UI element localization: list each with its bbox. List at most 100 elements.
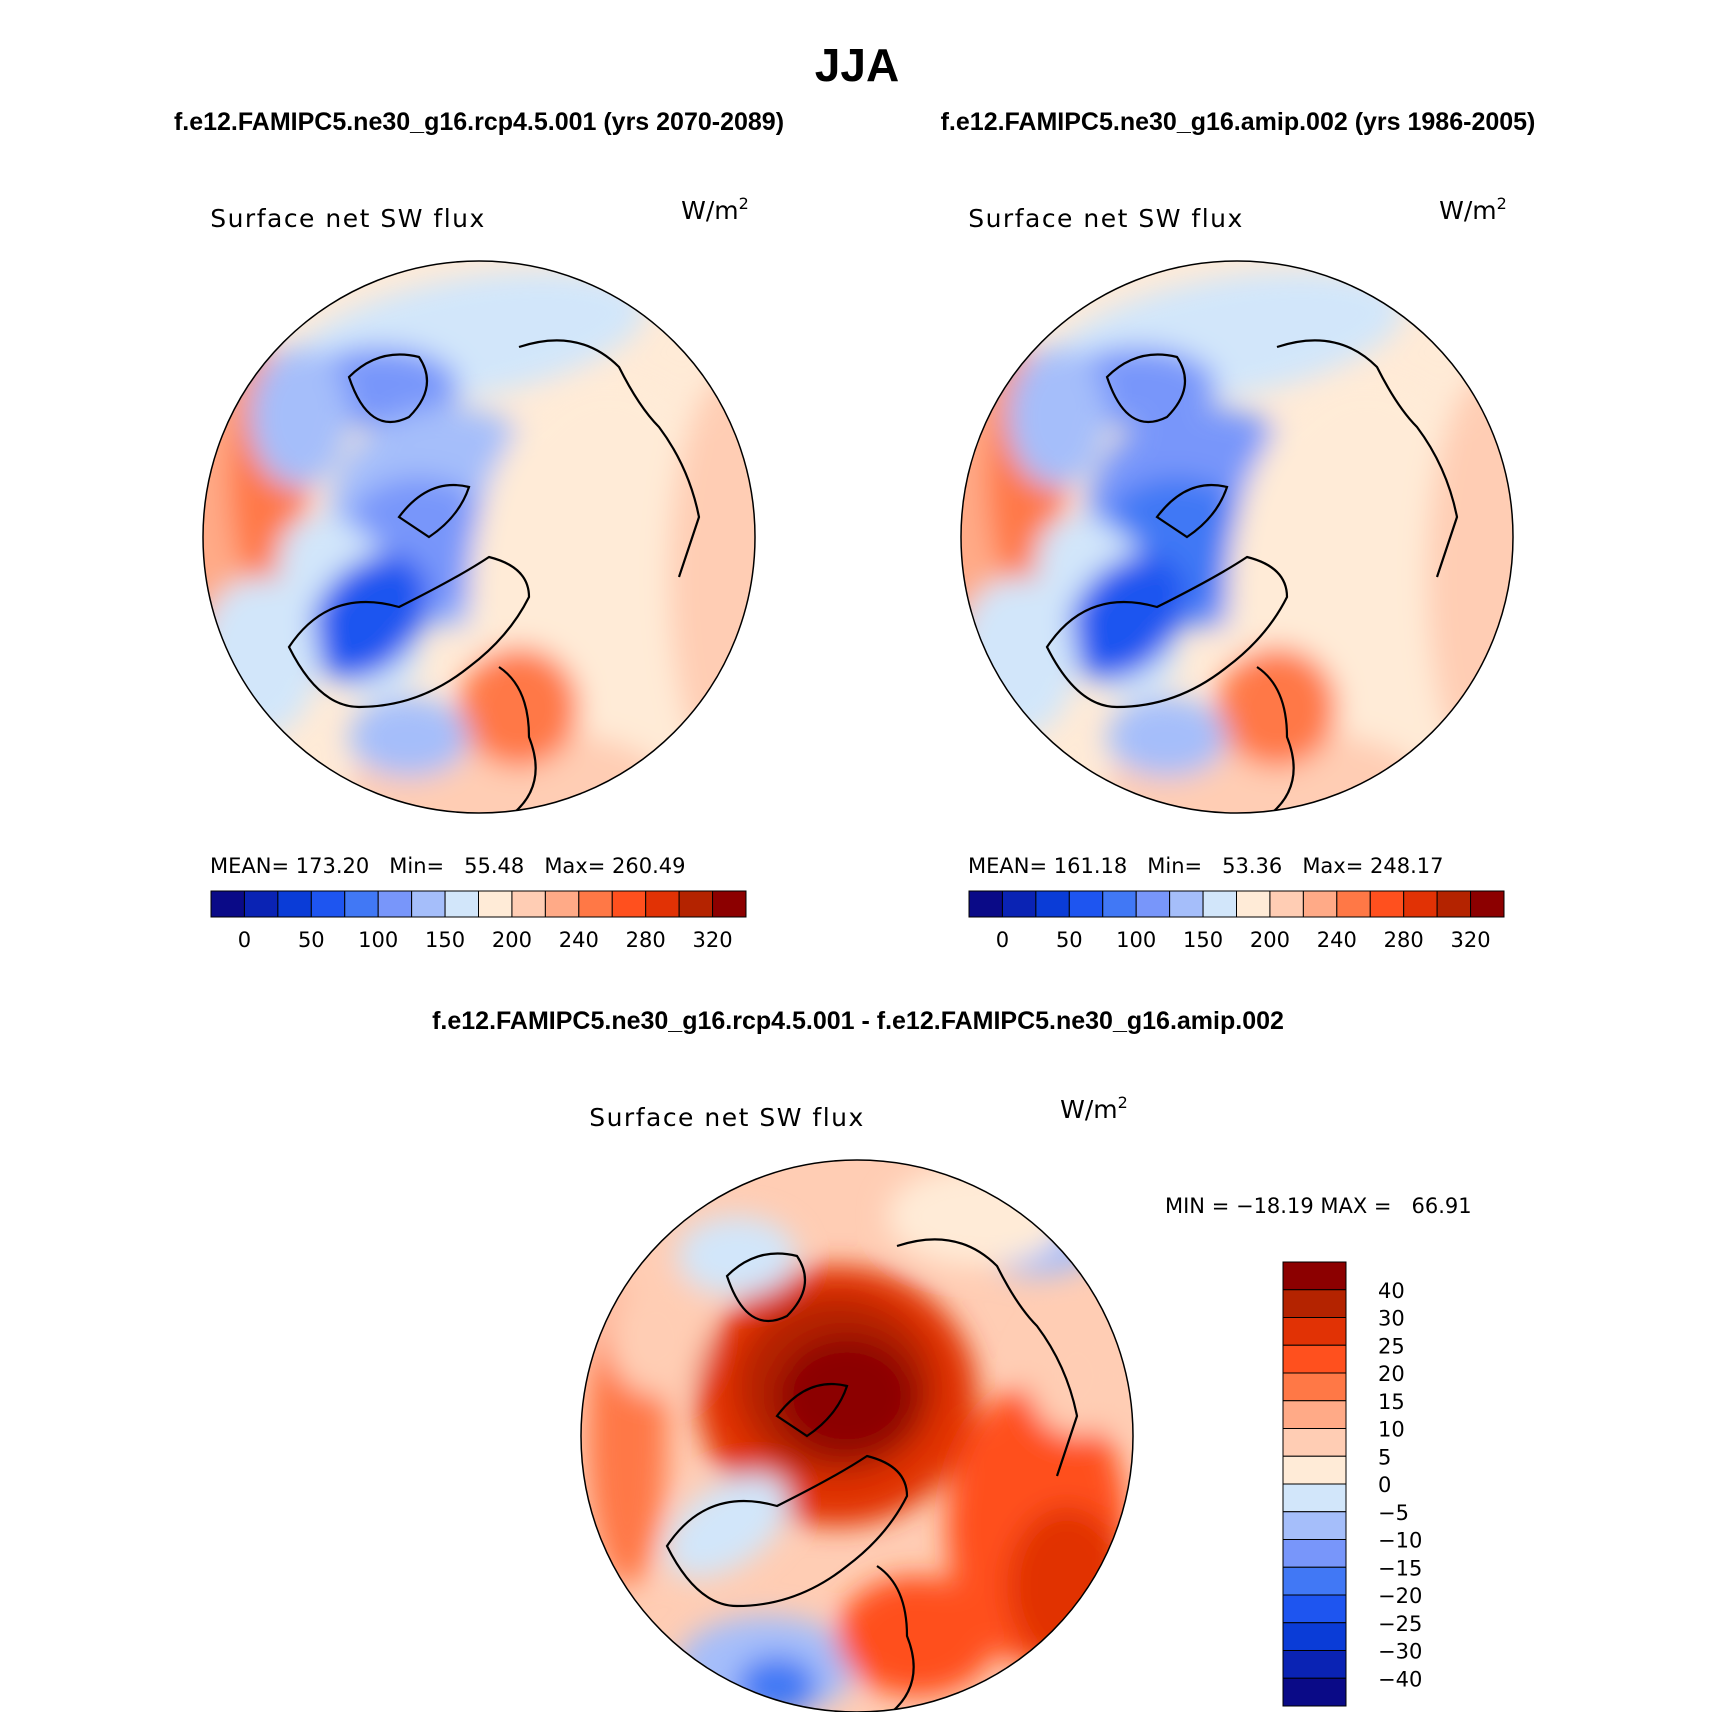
colorbar-swatch: [1282, 1650, 1347, 1679]
colorbar-swatch: [968, 890, 1003, 918]
colorbar-tick-label: 0: [238, 928, 251, 952]
panel2-colorbar: 0 50 100 150 200 240 280 320: [968, 890, 1505, 952]
right-case-title: f.e12.FAMIPC5.ne30_g16.amip.002 (yrs 198…: [941, 108, 1536, 136]
colorbar-tick-label: 100: [1116, 928, 1156, 952]
colorbar-tick-label: 5: [1378, 1445, 1391, 1469]
field-region: [249, 347, 349, 487]
field-region: [777, 1336, 917, 1456]
colorbar-swatch: [1202, 890, 1237, 918]
colorbar-swatch: [243, 890, 279, 918]
panel1-map-border: [202, 260, 756, 814]
colorbar-swatch: [678, 890, 714, 918]
colorbar-swatch: [1282, 1372, 1347, 1402]
colorbar-tick-label: −5: [1378, 1501, 1409, 1525]
colorbar-tick-label: 50: [1056, 928, 1083, 952]
colorbar-swatch: [1282, 1594, 1347, 1624]
colorbar-swatch: [1282, 1566, 1347, 1596]
colorbar-swatch: [377, 890, 413, 918]
colorbar-swatch: [310, 890, 346, 918]
panel2-map: [961, 261, 1513, 813]
figure-title: JJA: [815, 39, 899, 91]
panel3-map-border: [580, 1159, 1134, 1712]
panel1-colorbar: 0 50 100 150 200 240 280 320: [210, 890, 747, 952]
colorbar-swatch: [1135, 890, 1171, 918]
field-region: [677, 1216, 797, 1296]
colorbar-swatch: [210, 890, 245, 918]
colorbar-swatch: [544, 890, 580, 918]
colorbar-swatch: [1282, 1317, 1347, 1346]
colorbar-swatch: [444, 890, 479, 918]
colorbar-tick-label: 30: [1378, 1307, 1405, 1331]
panel2-map-border: [960, 260, 1514, 814]
panel3-units: W/m2: [1060, 1093, 1128, 1124]
colorbar-tick-label: 15: [1378, 1390, 1405, 1414]
colorbar-swatch: [1068, 890, 1104, 918]
diff-title: f.e12.FAMIPC5.ne30_g16.rcp4.5.001 - f.e1…: [432, 1007, 1284, 1035]
colorbar-swatch: [1001, 890, 1037, 918]
colorbar-swatch: [478, 890, 513, 918]
colorbar-tick-label: 50: [298, 928, 325, 952]
colorbar-swatch: [645, 890, 680, 918]
colorbar-tick-label: 240: [1317, 928, 1357, 952]
colorbar-tick-label: −40: [1378, 1667, 1422, 1691]
colorbar-swatch: [1236, 890, 1271, 918]
colorbar-tick-label: −20: [1378, 1584, 1422, 1608]
field-region: [669, 377, 755, 777]
colorbar-tick-label: 25: [1378, 1334, 1405, 1358]
field-region: [837, 1576, 997, 1696]
colorbar-tick-label: −30: [1378, 1640, 1422, 1664]
colorbar-swatch: [712, 890, 747, 918]
colorbar-swatch: [511, 890, 546, 918]
field-region: [1427, 377, 1513, 777]
colorbar-swatch: [1302, 890, 1338, 918]
field-region: [607, 1276, 707, 1396]
field-region: [961, 577, 1077, 737]
colorbar-swatch: [344, 890, 379, 918]
colorbar-tick-label: 320: [1451, 928, 1491, 952]
panel2-variable: Surface net SW flux: [968, 204, 1244, 233]
field-region: [349, 697, 469, 777]
field-region: [1007, 1506, 1127, 1666]
colorbar-swatch: [1282, 1483, 1347, 1513]
colorbar-swatch: [1436, 890, 1472, 918]
field-region: [1107, 697, 1227, 777]
field-region: [665, 1474, 789, 1578]
field-region: [459, 647, 579, 767]
panel3-variable: Surface net SW flux: [589, 1103, 865, 1132]
colorbar-tick-label: −10: [1378, 1529, 1422, 1553]
colorbar-tick-label: 280: [626, 928, 666, 952]
colorbar-swatch: [277, 890, 312, 918]
colorbar-swatch: [1282, 1677, 1347, 1707]
panel2-stats: MEAN= 161.18 Min= 53.36 Max= 248.17: [968, 854, 1444, 878]
field-region: [309, 554, 429, 680]
field-region: [1007, 347, 1107, 487]
coastline: [1045, 339, 1459, 813]
panel3-stats: MIN = −18.19 MAX = 66.91: [1165, 1194, 1472, 1218]
colorbar-swatch: [1282, 1261, 1347, 1291]
colorbar-tick-label: 20: [1378, 1362, 1405, 1386]
colorbar-swatch: [1282, 1428, 1347, 1457]
colorbar-tick-label: 40: [1378, 1279, 1405, 1303]
colorbar-swatch: [1282, 1622, 1347, 1651]
field-region: [1217, 647, 1337, 767]
panel1-units: W/m2: [681, 194, 749, 225]
panel1-map: [203, 261, 755, 813]
colorbar-swatch: [1269, 890, 1304, 918]
colorbar-tick-label: 280: [1384, 928, 1424, 952]
panel1-variable: Surface net SW flux: [210, 204, 486, 233]
panel1-stats: MEAN= 173.20 Min= 55.48 Max= 260.49: [210, 854, 686, 878]
colorbar-tick-label: 240: [559, 928, 599, 952]
colorbar-swatch: [1282, 1511, 1347, 1540]
colorbar-tick-label: 0: [996, 928, 1009, 952]
coastline: [665, 1238, 1079, 1712]
field-region: [203, 577, 319, 737]
coastline: [287, 339, 701, 813]
colorbar-swatch: [1169, 890, 1204, 918]
colorbar-tick-label: 150: [425, 928, 465, 952]
colorbar-swatch: [1282, 1539, 1347, 1568]
colorbar-swatch: [1282, 1400, 1347, 1429]
field-region: [1067, 554, 1187, 680]
panel3-map: [581, 1160, 1133, 1712]
colorbar-swatch: [1470, 890, 1505, 918]
